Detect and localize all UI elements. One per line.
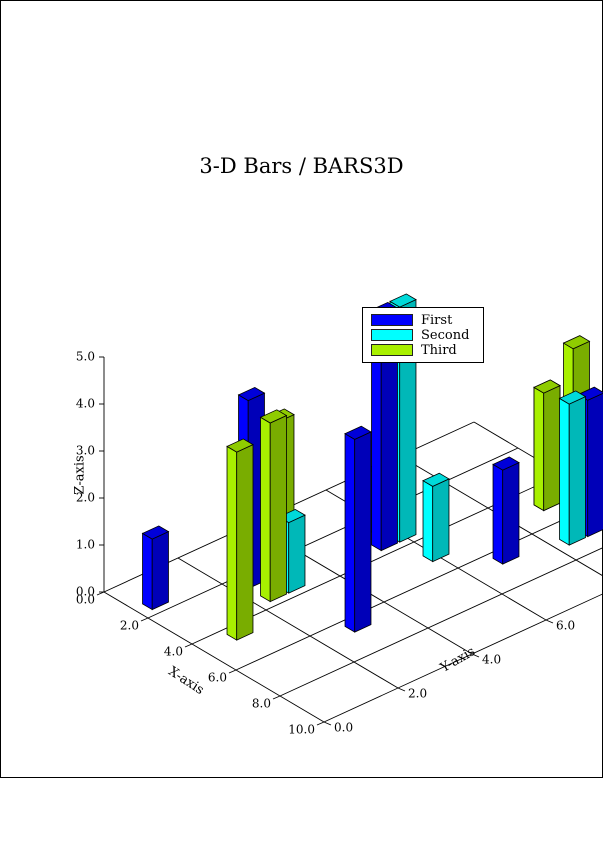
y-tick-label: 2.0: [408, 687, 427, 701]
bar-side-face: [502, 461, 520, 565]
legend-item-third: Third: [371, 342, 457, 358]
bar-side-face: [568, 395, 586, 546]
chart-frame: [0, 0, 603, 778]
z-tick-label: 0.0: [76, 585, 95, 599]
x-tick-label: 6.0: [208, 671, 227, 685]
y-tick: [471, 653, 480, 658]
bar-side-face: [269, 414, 287, 603]
bar-front-face: [492, 463, 504, 565]
floor-gridline-x: [235, 500, 603, 671]
bar-top-face: [237, 386, 266, 402]
x-tick: [228, 669, 237, 674]
z-tick-label: 3.0: [76, 444, 95, 458]
bar-top-face: [259, 409, 288, 424]
bar-first: [344, 425, 372, 633]
x-tick: [272, 695, 281, 700]
legend-swatch-second: [371, 329, 413, 341]
x-tick: [140, 617, 149, 622]
legend-label-third: Third: [421, 342, 457, 358]
z-tick-label: 2.0: [76, 491, 95, 505]
y-axis-label: Y-axis: [437, 644, 478, 676]
x-tick-label: 2.0: [120, 619, 139, 633]
bar-top-face: [558, 390, 587, 405]
bar-side-face: [543, 384, 561, 512]
floor-gridline-x: [323, 593, 603, 723]
bar-top-face: [141, 525, 170, 540]
y-tick-label: 4.0: [482, 653, 501, 667]
z-tick-label: 1.0: [76, 538, 95, 552]
bar-side-face: [354, 431, 372, 633]
x-tick-label: 8.0: [252, 697, 271, 711]
bar-top-face: [226, 438, 254, 453]
floor-gridline-x: [279, 547, 603, 697]
y-tick: [397, 687, 406, 692]
x-axis-label: X-axis: [166, 664, 207, 698]
z-tick-label: 5.0: [76, 350, 95, 364]
legend-swatch-third: [371, 344, 413, 356]
y-tick: [323, 721, 332, 726]
legend-item-second: Second: [371, 327, 470, 343]
bar-side-face: [432, 478, 450, 563]
bar-front-face: [226, 445, 238, 641]
bar-first: [141, 525, 170, 611]
bar-front-face: [142, 532, 153, 611]
x-tick: [316, 721, 325, 726]
bar-third: [533, 379, 561, 512]
chart-title: 3-D Bars / BARS3D: [199, 154, 404, 178]
x-tick: [184, 643, 193, 648]
bar-side-face: [236, 443, 254, 641]
bar-top-face: [492, 456, 520, 471]
x-tick-label: 0.0: [76, 593, 95, 607]
bar-front-face: [559, 397, 570, 546]
bar-top-face: [562, 335, 591, 350]
legend-label-first: First: [421, 312, 453, 328]
y-tick-label: 6.0: [556, 619, 575, 633]
bar-front-face: [344, 432, 356, 633]
bar-front-face: [533, 386, 545, 512]
floor-gridline-y: [177, 557, 399, 689]
bar-top-face: [422, 472, 450, 487]
legend-item-first: First: [371, 312, 453, 328]
floor-gridline-y: [103, 591, 325, 723]
y-tick-label: 0.0: [334, 721, 353, 735]
bar-top-face: [389, 293, 417, 308]
bar-side-face: [587, 392, 603, 538]
z-tick-label: 4.0: [76, 397, 95, 411]
legend-label-second: Second: [421, 327, 470, 343]
legend: First Second Third: [362, 307, 484, 363]
legend-swatch-first: [371, 314, 413, 326]
bar-side-face: [288, 514, 306, 594]
x-tick-label: 4.0: [164, 645, 183, 659]
y-tick: [545, 619, 554, 624]
bar-front-face: [422, 479, 434, 563]
bar-second: [422, 472, 450, 563]
bar-third: [226, 438, 254, 641]
bar-second: [558, 390, 587, 546]
bar-first: [370, 301, 399, 552]
floor-gridline-x: [147, 447, 519, 619]
z-axis-label: Z-axis: [73, 455, 88, 494]
bar-first: [492, 456, 520, 565]
bar-top-face: [533, 379, 561, 394]
bar-third: [259, 409, 288, 603]
x-tick: [96, 591, 105, 596]
bar-top-face: [344, 425, 372, 440]
bar-front-face: [260, 416, 271, 603]
bar-side-face: [151, 530, 169, 611]
x-tick-label: 10.0: [288, 723, 315, 737]
